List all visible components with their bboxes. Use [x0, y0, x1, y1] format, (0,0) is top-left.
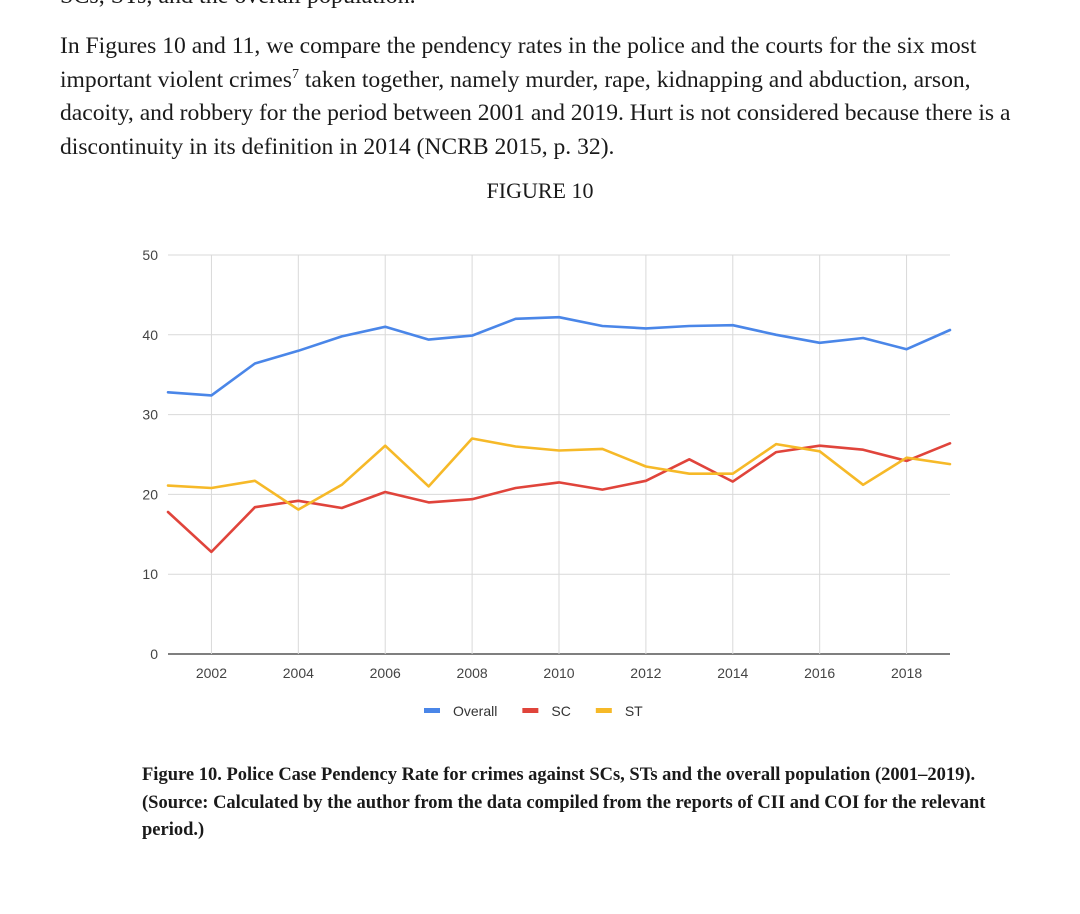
- figure-heading: FIGURE 10: [486, 178, 594, 203]
- x-tick-label: 2010: [543, 665, 574, 681]
- y-tick-label: 30: [142, 407, 158, 423]
- x-tick-label: 2014: [717, 665, 748, 681]
- cutoff-text-line: SCs, STs, and the overall population.: [60, 0, 416, 8]
- caption-title: Figure 10. Police Case Pendency Rate for…: [142, 765, 976, 785]
- legend-label-sc: SC: [551, 703, 570, 719]
- legend-label-st: ST: [625, 703, 643, 719]
- legend-label-overall: Overall: [453, 703, 497, 719]
- body-paragraph: In Figures 10 and 11, we compare the pen…: [60, 30, 1026, 164]
- y-tick-label: 20: [142, 486, 158, 502]
- y-tick-label: 50: [142, 247, 158, 263]
- y-tick-label: 0: [150, 646, 158, 662]
- caption-source: (Source: Calculated by the author from t…: [142, 792, 986, 841]
- legend-swatch-sc: [522, 708, 539, 713]
- y-tick-label: 10: [142, 566, 158, 582]
- legend-swatch-st: [595, 708, 612, 713]
- line-chart: 0 10 20 30 40 50 2002 2004 2006 2008 2010 2012 2014 2…: [142, 247, 952, 719]
- series-line-sc: [166, 442, 952, 554]
- x-tick-label: 2004: [283, 665, 314, 681]
- chart-grid: [168, 254, 950, 655]
- y-tick-label: 40: [142, 327, 158, 343]
- x-tick-label: 2012: [630, 665, 661, 681]
- x-tick-label: 2016: [804, 665, 835, 681]
- chart-axes: 0 10 20 30 40 50 2002 2004 2006 2008 2010 2012 2014 2…: [142, 247, 922, 681]
- x-tick-label: 2002: [196, 665, 227, 681]
- legend-swatch-overall: [424, 708, 440, 713]
- x-tick-label: 2006: [370, 665, 401, 681]
- x-tick-label: 2018: [891, 665, 922, 681]
- chart-series: [166, 315, 952, 554]
- series-line-st: [166, 437, 952, 511]
- figure-caption: Figure 10. Police Case Pendency Rate for…: [142, 762, 1032, 845]
- chart-legend: Overall SC ST: [424, 703, 643, 719]
- footnote-marker[interactable]: 7: [291, 66, 299, 82]
- x-tick-label: 2008: [457, 665, 488, 681]
- series-line-overall: [166, 315, 952, 397]
- paragraph-text-end: taken together, namely murder, rape, kid…: [60, 66, 1011, 160]
- paragraph-text-start: In Figures 10 and 11, we compare the pen…: [60, 33, 977, 93]
